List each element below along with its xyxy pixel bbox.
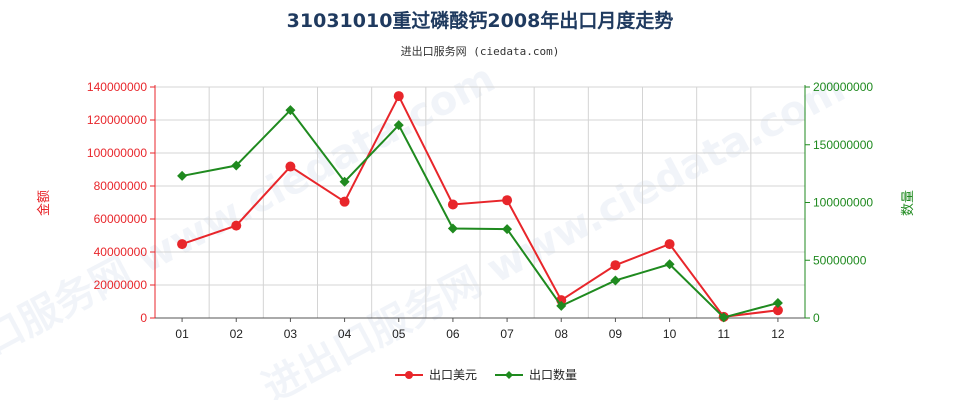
series-2-point [339, 176, 350, 187]
series-2-point [393, 120, 404, 131]
series-1-point [177, 239, 188, 250]
left-tick-label: 40000000 [94, 245, 148, 259]
legend-label-2: 出口数量 [529, 367, 577, 382]
series-2-point [556, 300, 567, 311]
series-2-point [231, 160, 242, 171]
series-1-point [447, 199, 458, 210]
series-1-point [285, 161, 296, 172]
watermark-text: 进出口服务网 www.ciedata.com [255, 65, 852, 400]
x-tick-label: 07 [500, 327, 514, 341]
x-tick-label: 10 [663, 327, 677, 341]
x-tick-label: 02 [230, 327, 244, 341]
series-2-point [772, 297, 783, 308]
series-2-point [177, 170, 188, 181]
right-tick-label: 0 [813, 311, 820, 325]
left-tick-label: 120000000 [87, 113, 147, 127]
tick-labels: 0 20000000 40000000 60000000 80000000 1000000… [87, 80, 873, 341]
x-tick-label: 03 [284, 327, 298, 341]
left-tick-label: 80000000 [94, 179, 148, 193]
watermark-text: 进出口服务网 www.ciedata.com [0, 55, 502, 400]
x-tick-label: 05 [392, 327, 406, 341]
legend-label-1: 出口美元 [429, 368, 477, 382]
series-line-1 [181, 93, 779, 318]
x-tick-label: 06 [446, 327, 460, 341]
series-1-point [393, 91, 404, 102]
left-tick-label: 100000000 [87, 146, 147, 160]
left-axis-title: 金额 [36, 190, 52, 216]
series-2-point [718, 312, 729, 323]
series-1-point [664, 239, 675, 250]
series-1-point [772, 305, 783, 316]
axes [154, 85, 806, 319]
legend-marker-1 [405, 371, 413, 379]
series-2-point [285, 105, 296, 116]
series-1-point [502, 195, 513, 206]
series-1-point [610, 260, 621, 271]
x-tick-label: 09 [609, 327, 623, 341]
right-tick-label: 100000000 [813, 196, 873, 210]
series-line-2 [181, 108, 779, 319]
right-tick-label: 50000000 [813, 253, 867, 267]
series-1-point [339, 196, 350, 207]
chart-title: 31031010重过磷酸钙2008年出口月度走势 [287, 9, 674, 32]
right-axis-title: 数量 [901, 190, 916, 216]
x-tick-label: 12 [771, 327, 785, 341]
left-tick-label: 60000000 [94, 212, 148, 226]
series-2-point [610, 275, 621, 286]
right-tick-label: 150000000 [813, 138, 873, 152]
series [177, 91, 783, 323]
series-2-point [447, 223, 458, 234]
x-tick-label: 04 [338, 327, 352, 341]
legend-marker-2 [505, 371, 513, 379]
legend: 出口美元 出口数量 [395, 367, 577, 382]
x-tick-label: 11 [718, 327, 731, 341]
chart-subtitle: 进出口服务网 (ciedata.com) [401, 44, 560, 58]
left-tick-label: 20000000 [94, 278, 148, 292]
left-tick-label: 140000000 [87, 80, 147, 94]
right-tick-label: 200000000 [813, 80, 873, 94]
left-tick-label: 0 [140, 311, 147, 325]
series-2-point [664, 259, 675, 270]
x-tick-label: 01 [175, 327, 189, 341]
x-tick-label: 08 [555, 327, 569, 341]
series-1-point [231, 220, 242, 231]
series-2-point [502, 224, 513, 235]
